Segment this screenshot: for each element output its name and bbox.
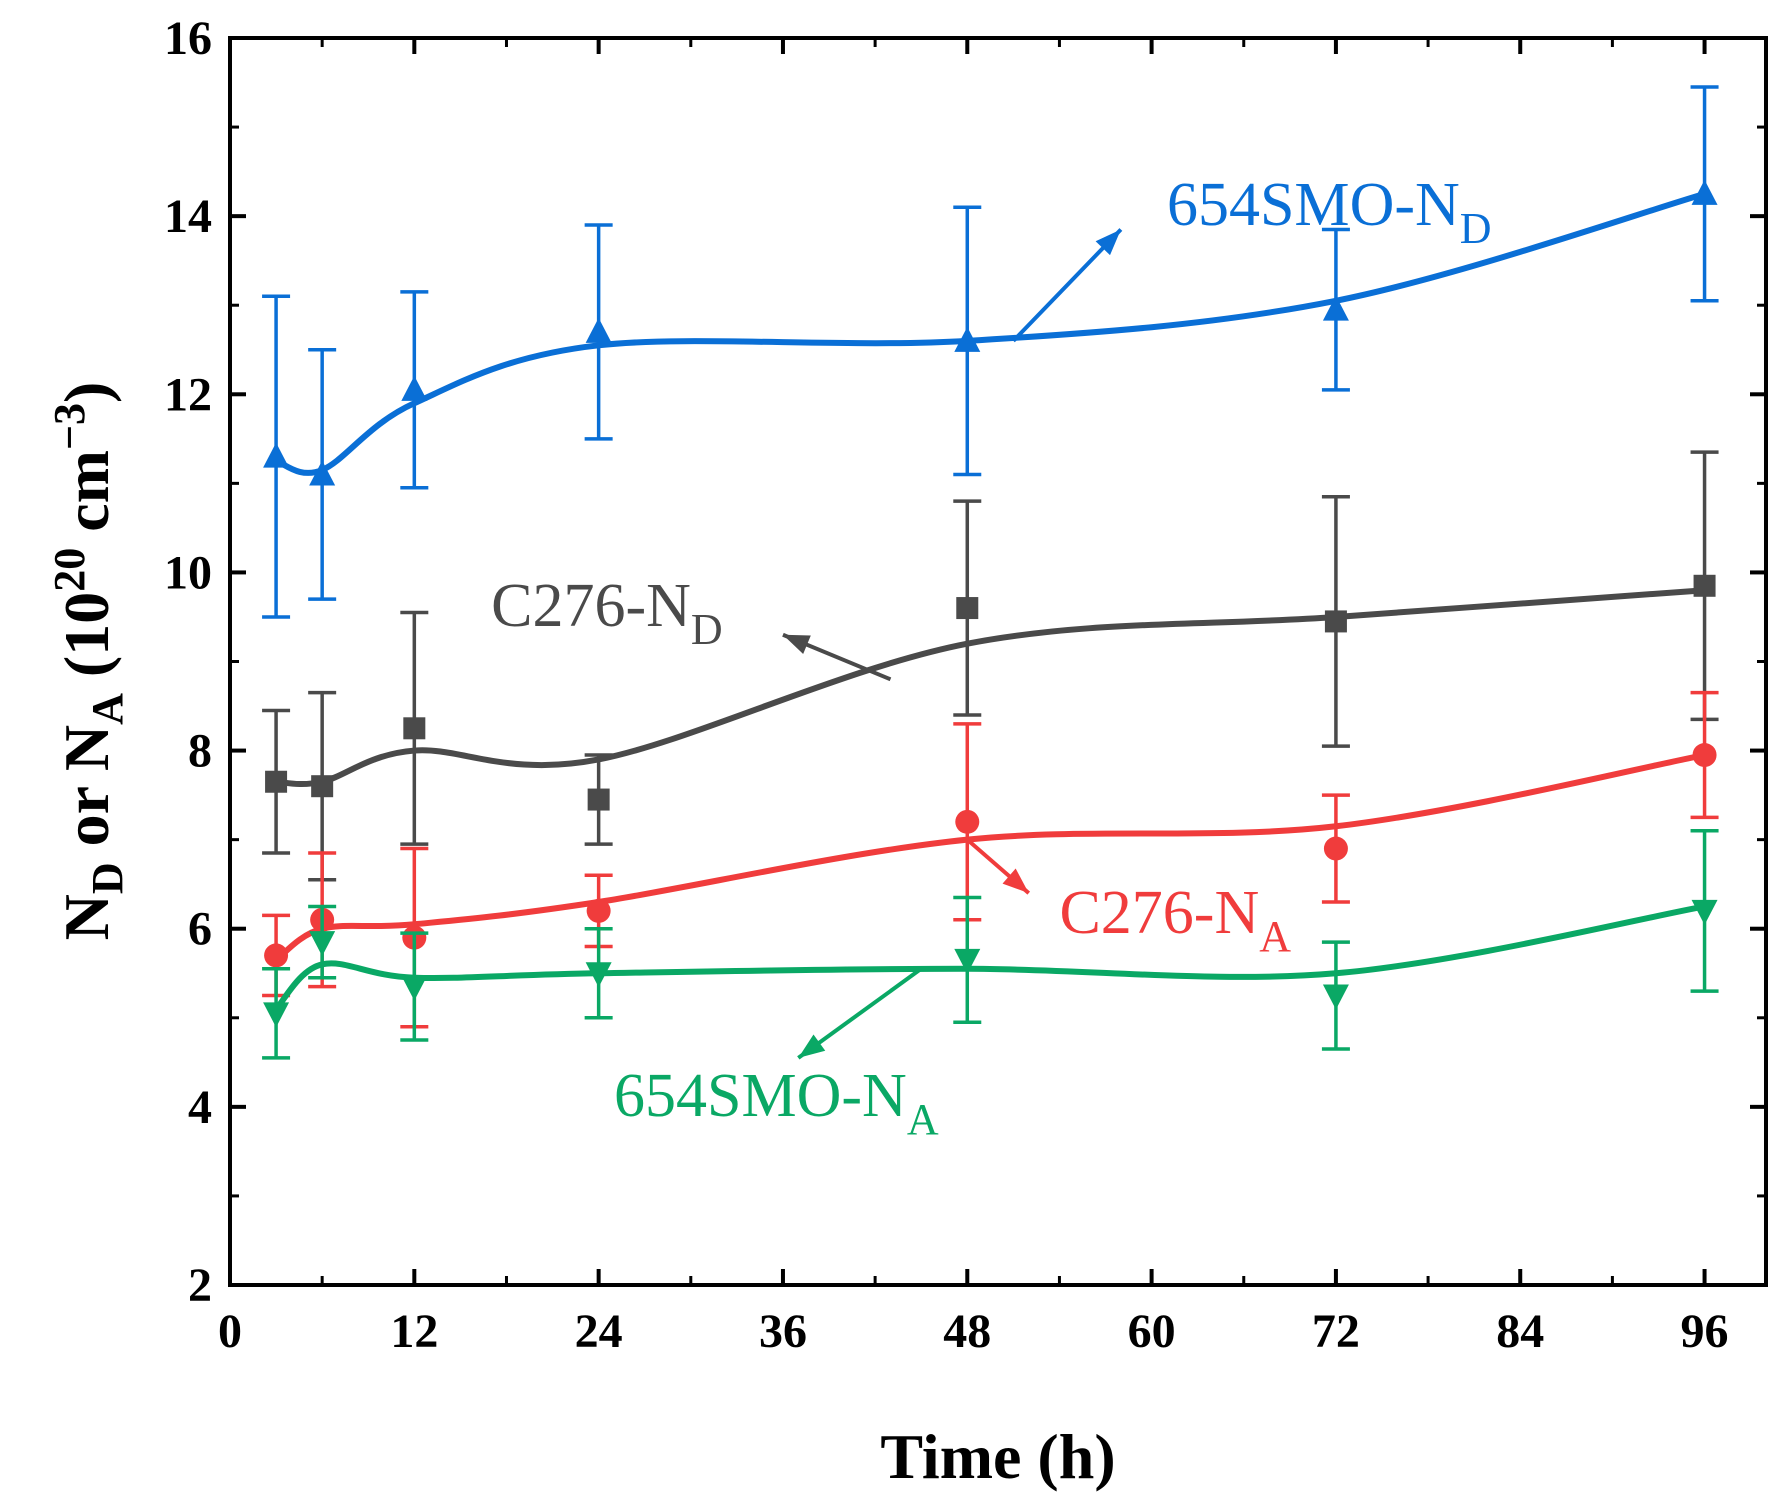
series-smo-nd <box>262 85 1719 619</box>
y-axis-title: ND or NA (1020 cm−3) <box>45 382 132 941</box>
series-label-main: C276-N <box>491 572 691 640</box>
y-axis-title-unit-close: ) <box>51 382 122 403</box>
y-tick-label: 10 <box>164 546 212 599</box>
x-tick-label: 96 <box>1681 1305 1729 1358</box>
series-label-main: 654SMO-N <box>614 1062 907 1130</box>
series-label-subscript: D <box>691 605 723 654</box>
annotation-arrowhead-c276-na <box>1002 868 1029 894</box>
x-tick-label: 0 <box>218 1305 242 1358</box>
y-tick-label: 4 <box>188 1081 212 1134</box>
y-tick-label: 8 <box>188 725 212 778</box>
data-point-smo-nd <box>1691 179 1718 205</box>
fit-line-c276-na <box>273 752 1708 963</box>
data-point-smo-na <box>309 931 336 957</box>
y-axis-title-n: N <box>51 894 122 940</box>
data-point-smo-na <box>263 1002 290 1028</box>
data-point-smo-nd <box>309 460 336 486</box>
series-smo-na <box>262 828 1719 1060</box>
data-point-c276-na <box>1692 743 1717 768</box>
series-c276-nd <box>262 450 1719 882</box>
x-tick-label: 60 <box>1128 1305 1176 1358</box>
data-point-c276-nd <box>1324 610 1347 633</box>
y-axis-title-sup-20: 20 <box>45 548 94 592</box>
series-label-c276-na: C276-NA <box>1059 879 1291 961</box>
y-axis-title-sub-a: A <box>83 693 132 725</box>
x-axis-title: Time (h) <box>880 1421 1115 1492</box>
y-tick-label: 2 <box>188 1259 212 1312</box>
y-axis-title-n2: N <box>51 725 122 771</box>
data-point-smo-nd <box>954 326 981 352</box>
data-point-smo-na <box>1322 984 1349 1010</box>
series-label-smo-na: 654SMO-NA <box>614 1062 939 1144</box>
data-point-c276-nd <box>311 775 334 798</box>
x-tick-label: 48 <box>943 1305 991 1358</box>
data-point-smo-na <box>401 975 428 1001</box>
series-label-main: C276-N <box>1059 879 1259 947</box>
y-tick-label: 16 <box>164 12 212 65</box>
series-layer <box>262 85 1719 1060</box>
data-point-c276-nd <box>265 770 288 793</box>
data-point-c276-nd <box>1693 574 1716 597</box>
data-point-smo-nd <box>401 375 428 401</box>
annotation-c276-na: C276-NA <box>965 838 1291 961</box>
fit-line-smo-na <box>273 903 1708 1012</box>
data-point-c276-nd <box>956 597 979 620</box>
x-tick-label: 36 <box>759 1305 807 1358</box>
y-tick-label: 14 <box>164 190 212 243</box>
data-point-c276-na <box>955 809 980 834</box>
y-axis-title-or: or <box>51 771 122 862</box>
x-tick-label: 84 <box>1496 1305 1544 1358</box>
data-point-c276-na <box>586 898 611 923</box>
data-point-smo-nd <box>1322 295 1349 321</box>
series-label-c276-nd: C276-ND <box>491 572 723 654</box>
data-point-smo-nd <box>263 442 290 468</box>
annotation-smo-nd: 654SMO-ND <box>1011 171 1492 343</box>
data-point-c276-na <box>1323 836 1348 861</box>
y-axis-title-unit-open: (10 <box>51 592 122 693</box>
series-label-main: 654SMO-N <box>1167 171 1460 239</box>
annotation-smo-na: 654SMO-NA <box>614 967 939 1144</box>
axis-ticks <box>228 36 1766 1287</box>
data-point-c276-nd <box>587 788 610 811</box>
y-axis-title-sup-3: −3 <box>45 403 94 450</box>
data-point-c276-nd <box>403 717 426 740</box>
data-point-smo-na <box>954 948 981 974</box>
data-point-smo-na <box>585 962 612 988</box>
plot-area <box>228 36 1768 1287</box>
data-point-c276-na <box>264 943 289 968</box>
annotation-c276-nd: C276-ND <box>491 572 892 682</box>
data-point-smo-na <box>1691 899 1718 925</box>
fit-line-c276-nd <box>273 587 1708 788</box>
fit-line-smo-nd <box>273 190 1708 476</box>
y-axis-title-unit-mid: cm <box>51 450 122 548</box>
x-tick-label: 24 <box>575 1305 623 1358</box>
annotation-arrowhead-c276-nd <box>782 634 811 654</box>
x-tick-label: 12 <box>390 1305 438 1358</box>
x-tick-label: 72 <box>1312 1305 1360 1358</box>
series-label-smo-nd: 654SMO-ND <box>1167 171 1492 253</box>
series-label-subscript: A <box>1259 912 1291 961</box>
y-axis-title-sub-d: D <box>83 862 132 894</box>
series-label-subscript: D <box>1460 204 1492 253</box>
series-label-subscript: A <box>907 1095 939 1144</box>
annotation-arrowhead-smo-na <box>798 1034 826 1058</box>
annotation-arrowhead-smo-nd <box>1095 229 1121 256</box>
y-tick-label: 12 <box>164 368 212 421</box>
y-tick-label: 6 <box>188 903 212 956</box>
data-point-smo-nd <box>585 317 612 343</box>
